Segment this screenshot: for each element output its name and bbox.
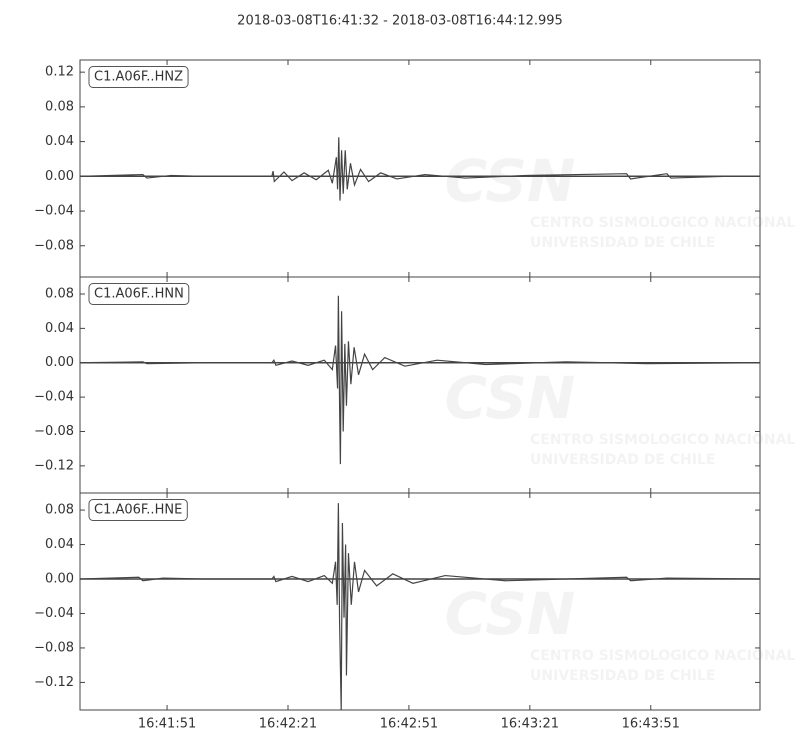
trace-label-box [88, 499, 188, 521]
x-tick-label: 16:43:21 [501, 717, 559, 732]
y-tick-label: 0.00 [45, 355, 74, 370]
y-tick-label: 0.08 [45, 503, 74, 518]
waveform [80, 295, 760, 465]
trace-label: C1.A06F..HNZ [94, 70, 183, 85]
y-tick-label: 0.00 [45, 572, 74, 587]
y-tick-label: −0.08 [34, 640, 74, 655]
x-tick-label: 16:43:51 [622, 717, 680, 732]
y-tick-label: 0.04 [45, 134, 74, 149]
y-tick-label: −0.12 [34, 458, 74, 473]
chart-title: 2018-03-08T16:41:32 - 2018-03-08T16:44:1… [237, 14, 563, 29]
waveform [80, 137, 760, 201]
y-tick-label: 0.08 [45, 287, 74, 302]
y-tick-label: −0.08 [34, 238, 74, 253]
watermark-line: CENTRO SISMOLOGICO NACIONAL [530, 432, 795, 448]
x-tick-label: 16:42:51 [380, 717, 438, 732]
y-tick-label: 0.04 [45, 537, 74, 552]
watermark-line: UNIVERSIDAD DE CHILE [530, 235, 715, 251]
y-tick-label: −0.08 [34, 424, 74, 439]
trace-label-box [88, 66, 189, 88]
y-tick-label: −0.12 [34, 675, 74, 690]
watermark-line: UNIVERSIDAD DE CHILE [530, 452, 715, 468]
x-tick-label: 16:41:51 [138, 717, 196, 732]
plot-frame [79, 492, 761, 711]
watermark-logo: CSN [445, 147, 576, 215]
y-tick-label: 0.12 [45, 65, 74, 80]
watermark-logo: CSN [445, 364, 576, 432]
trace-label: C1.A06F..HNN [94, 287, 184, 302]
y-tick-label: −0.04 [34, 606, 74, 621]
y-tick-label: −0.04 [34, 390, 74, 405]
y-tick-label: −0.04 [34, 204, 74, 219]
watermark-line: CENTRO SISMOLOGICO NACIONAL [530, 215, 795, 231]
x-tick-label: 16:42:21 [259, 717, 317, 732]
watermark-line: UNIVERSIDAD DE CHILE [530, 668, 715, 684]
y-tick-label: 0.04 [45, 321, 74, 336]
y-tick-label: 0.08 [45, 99, 74, 114]
y-tick-label: 0.00 [45, 169, 74, 184]
watermark-line: CENTRO SISMOLOGICO NACIONAL [530, 648, 795, 664]
waveform [80, 503, 760, 710]
trace-label: C1.A06F..HNE [94, 503, 182, 518]
watermark-logo: CSN [445, 580, 576, 648]
trace-label-box [88, 283, 190, 305]
